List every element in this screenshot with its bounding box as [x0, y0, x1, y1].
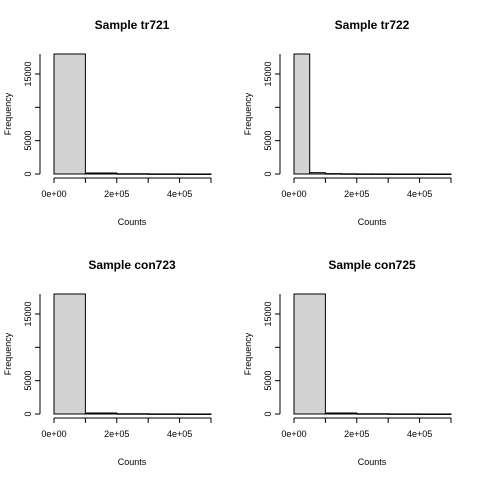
x-tick-label: 2e+05: [344, 429, 369, 439]
y-tick-label: 15000: [23, 61, 33, 86]
x-axis-label: Counts: [118, 217, 147, 227]
x-axis: 0e+00 2e+05 4e+05: [41, 417, 212, 439]
histogram-bar: [309, 172, 326, 175]
chart-title: Sample tr721: [95, 18, 170, 32]
x-tick-label: 0e+00: [41, 189, 66, 199]
y-tick-label: 0: [23, 171, 33, 176]
x-tick-label: 4e+05: [407, 189, 432, 199]
x-tick-label: 0e+00: [281, 189, 306, 199]
x-axis-label: Counts: [118, 457, 147, 467]
x-axis: 0e+00 2e+05 4e+05: [281, 177, 452, 199]
bars-group: [53, 293, 212, 415]
y-axis-label: Frequency: [3, 332, 13, 375]
histogram-bar: [116, 413, 149, 415]
histogram-bar: [147, 173, 181, 175]
histogram-bar: [372, 173, 389, 175]
histogram-bar: [147, 413, 181, 415]
histogram-bar: [356, 173, 373, 175]
x-tick-label: 2e+05: [104, 189, 129, 199]
y-axis-label: Frequency: [3, 92, 13, 135]
x-tick-label: 0e+00: [41, 429, 66, 439]
y-tick-label: 15000: [263, 61, 273, 86]
x-axis: 0e+00 2e+05 4e+05: [281, 417, 452, 439]
histogram-panel: Sample con723 Counts Frequency 0e+00 2e+0…: [3, 258, 212, 467]
histogram-bar: [53, 293, 86, 415]
y-tick-label: 0: [263, 411, 273, 416]
y-axis-label: Frequency: [243, 332, 253, 375]
histogram-bar: [293, 53, 311, 175]
histogram-bar: [84, 412, 118, 415]
histogram-bar: [116, 173, 149, 175]
histogram-bar: [403, 173, 421, 175]
y-axis: 0 5000 15000: [23, 294, 41, 417]
bars-group: [293, 293, 452, 415]
x-axis: 0e+00 2e+05 4e+05: [41, 177, 212, 199]
histogram-bar: [84, 172, 118, 175]
histogram-bar: [179, 173, 212, 175]
y-tick-label: 15000: [23, 301, 33, 326]
histogram-bar: [340, 173, 358, 175]
histogram-bar: [387, 173, 405, 175]
histogram-bar: [324, 173, 342, 175]
y-axis: 0 5000 15000: [263, 294, 281, 417]
histogram-bar: [356, 413, 389, 415]
histogram-bar: [293, 293, 326, 415]
y-axis: 0 5000 15000: [263, 54, 281, 177]
x-axis-label: Counts: [358, 457, 387, 467]
x-tick-label: 0e+00: [281, 429, 306, 439]
x-axis-label: Counts: [358, 217, 387, 227]
histogram-panel: Sample con725 Counts Frequency 0e+00 2e+0…: [243, 258, 452, 467]
histogram-bar: [419, 413, 452, 415]
chart-title: Sample tr722: [335, 18, 410, 32]
bars-group: [293, 53, 452, 175]
bars-group: [53, 53, 212, 175]
y-tick-label: 5000: [263, 371, 273, 391]
x-tick-label: 4e+05: [407, 429, 432, 439]
histogram-bar: [419, 173, 436, 175]
chart-title: Sample con723: [88, 258, 176, 272]
x-tick-label: 2e+05: [104, 429, 129, 439]
histogram-panel: Sample tr722 Counts Frequency 0e+00 2e+05…: [243, 18, 452, 227]
y-axis-label: Frequency: [243, 92, 253, 135]
chart-title: Sample con725: [328, 258, 416, 272]
histogram-bar: [53, 53, 86, 175]
y-tick-label: 5000: [23, 131, 33, 151]
histogram-panel: Sample tr721 Counts Frequency 0e+00 2e+05…: [3, 18, 212, 227]
histogram-bar: [179, 413, 212, 415]
y-tick-label: 0: [23, 411, 33, 416]
y-tick-label: 5000: [263, 131, 273, 151]
histogram-bar: [434, 173, 452, 175]
histogram-bar: [387, 413, 421, 415]
y-tick-label: 0: [263, 171, 273, 176]
histogram-bar: [324, 412, 358, 415]
x-tick-label: 4e+05: [167, 189, 192, 199]
y-axis: 0 5000 15000: [23, 54, 41, 177]
x-tick-label: 2e+05: [344, 189, 369, 199]
y-tick-label: 5000: [23, 371, 33, 391]
y-tick-label: 15000: [263, 301, 273, 326]
x-tick-label: 4e+05: [167, 429, 192, 439]
